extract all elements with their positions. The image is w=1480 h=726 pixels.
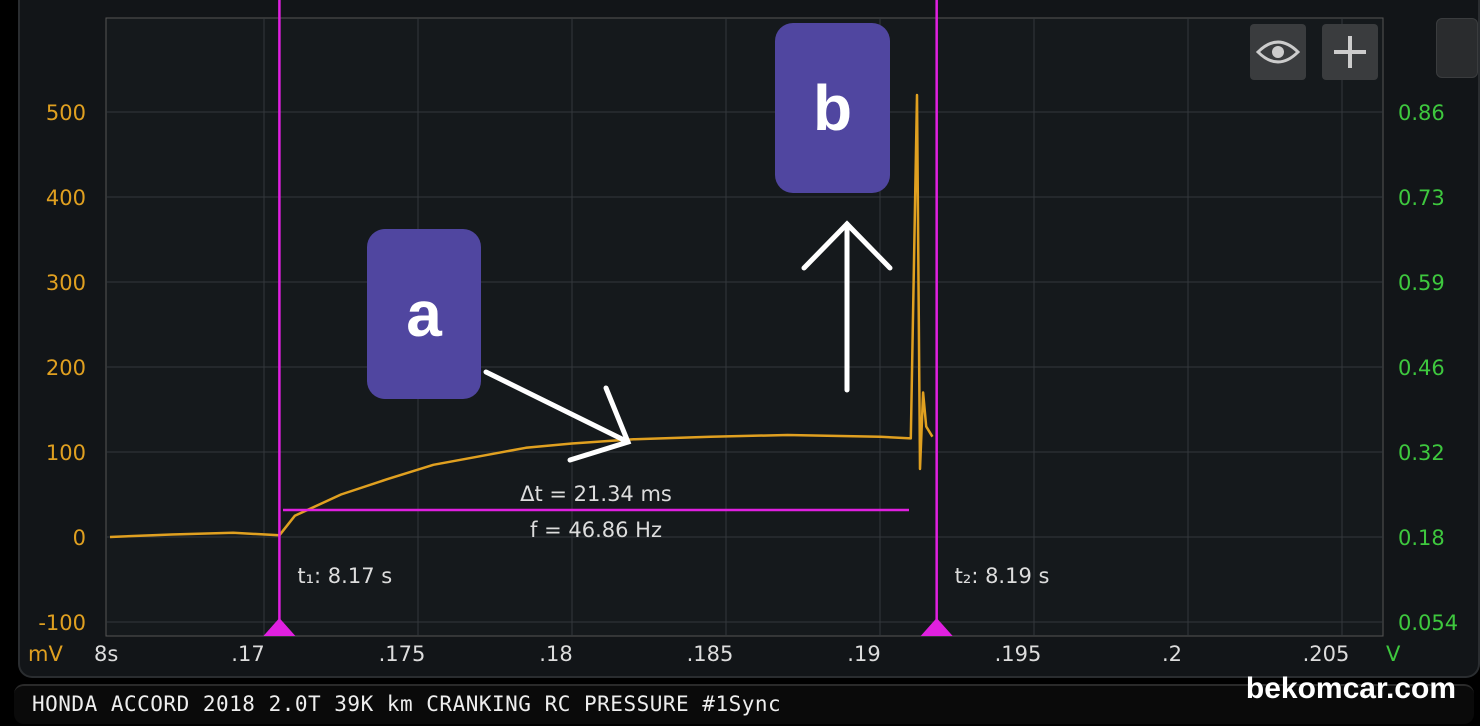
left-tick-label: 0	[73, 526, 86, 550]
left-tick-label: 300	[46, 271, 86, 295]
x-tick-label: .185	[687, 642, 734, 666]
x-prefix-label: 8s	[94, 642, 118, 666]
x-tick-label: .2	[1162, 642, 1182, 666]
scroll-handle[interactable]	[1436, 18, 1478, 78]
right-tick-label: 0.18	[1398, 526, 1445, 550]
cursor-label-2: t₂: 8.19 s	[955, 564, 1050, 588]
signal-trace	[109, 93, 934, 539]
cursor-handle-1	[263, 618, 296, 636]
visibility-button[interactable]	[1250, 24, 1306, 80]
eye-icon	[1256, 40, 1300, 64]
x-tick-label: .205	[1303, 642, 1350, 666]
cursor-handle-2	[920, 618, 953, 636]
delta-t-label: Δt = 21.34 ms	[520, 482, 672, 506]
right-tick-label: 0.32	[1398, 441, 1445, 465]
brand-watermark: bekomcar.com	[1245, 672, 1456, 705]
cursor-label-1: t₁: 8.17 s	[297, 564, 392, 588]
plot-area	[105, 17, 1384, 637]
right-unit-label: V	[1386, 642, 1401, 666]
annotation-a: a	[367, 229, 481, 399]
left-tick-label: 500	[46, 101, 86, 125]
footer-bar: HONDA ACCORD 2018 2.0T 39K km CRANKING R…	[14, 684, 1474, 724]
right-tick-label: 0.054	[1398, 611, 1458, 635]
footer-title: HONDA ACCORD 2018 2.0T 39K km CRANKING R…	[32, 692, 782, 716]
frequency-label: f = 46.86 Hz	[530, 518, 662, 542]
left-tick-label: 200	[46, 356, 86, 380]
left-tick-label: 100	[46, 441, 86, 465]
left-tick-label: 400	[46, 186, 86, 210]
x-tick-label: .175	[379, 642, 426, 666]
left-tick-label: -100	[38, 611, 86, 635]
left-unit-label: mV	[28, 642, 63, 666]
right-tick-label: 0.73	[1398, 186, 1445, 210]
x-tick-label: .195	[995, 642, 1042, 666]
x-tick-label: .19	[847, 642, 880, 666]
plus-icon	[1334, 36, 1366, 68]
arrow-b	[801, 220, 893, 393]
x-tick-label: .17	[231, 642, 264, 666]
right-tick-label: 0.46	[1398, 356, 1445, 380]
arrow-a	[483, 369, 632, 463]
x-tick-label: .18	[539, 642, 572, 666]
right-tick-label: 0.86	[1398, 101, 1445, 125]
add-button[interactable]	[1322, 24, 1378, 80]
right-tick-label: 0.59	[1398, 271, 1445, 295]
annotation-b: b	[775, 23, 890, 193]
